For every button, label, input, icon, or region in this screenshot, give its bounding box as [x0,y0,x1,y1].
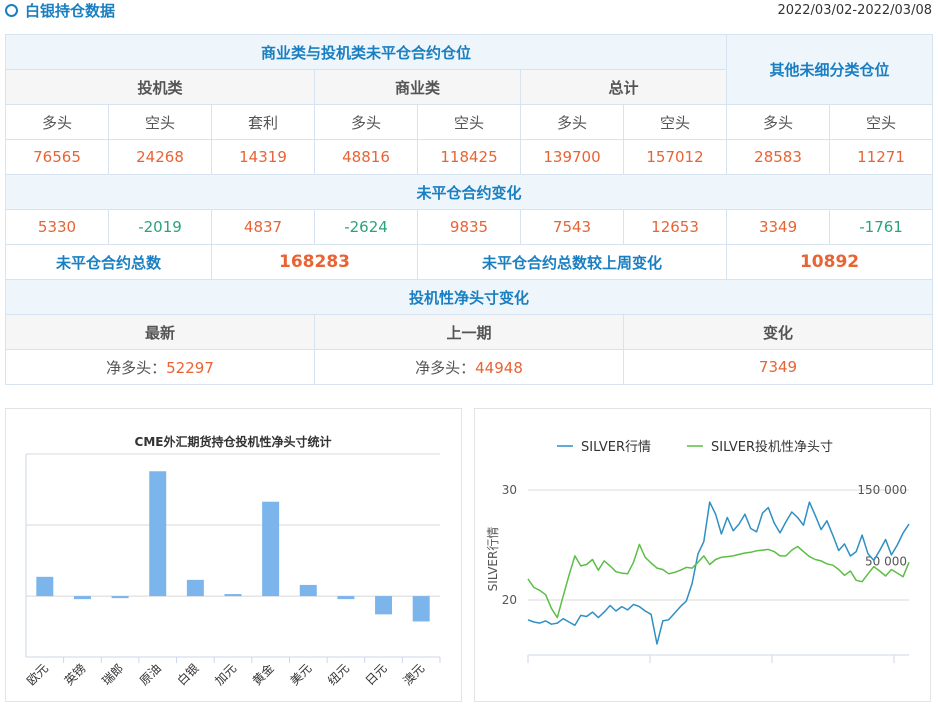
change-value: 4837 [211,209,315,245]
col-header: 多头 [520,104,624,140]
position-value: 11271 [829,139,934,175]
net-latest-cell: 净多头：52297 [5,349,315,385]
position-value: 76565 [5,139,109,175]
change-value: -2019 [108,209,212,245]
bar [73,596,91,600]
change-value: 12653 [622,209,728,245]
position-value: 157012 [622,139,728,175]
x-tick-label: 澳元 [400,661,427,688]
net-title: 投机性净头寸变化 [4,279,934,315]
col-header: 空头 [829,104,934,140]
net-prev-value: 44948 [475,358,523,377]
change-value: -2624 [314,209,418,245]
bar [111,596,129,599]
bar [224,594,242,597]
sub-header-commercial: 商业类 [314,69,521,105]
weekly-change-value: 10892 [726,244,934,280]
net-latest-value: 52297 [166,358,214,377]
x-tick-label: 原油 [137,661,164,688]
weekly-change-label: 未平仓合约总数较上周变化 [416,244,728,280]
bar [375,596,393,615]
table-row: 投机类 商业类 总计 [5,69,933,105]
positions-table: 商业类与投机类未平仓合约仓位 其他未细分类仓位 投机类 商业类 总计 多头 空头… [4,34,934,385]
table-row: 多头 空头 套利 多头 空头 多头 空头 多头 空头 [5,104,934,140]
line-chart-panel: SILVER行情 SILVER投机性净头寸 30 20 150 000 50 000 SIL… [474,408,931,702]
sub-header-speculative: 投机类 [5,69,315,105]
x-tick-label: 日元 [363,661,390,688]
total-label: 未平仓合约总数 [5,244,212,280]
date-range: 2022/03/02-2022/03/08 [777,3,932,18]
position-value: 118425 [417,139,521,175]
series-line [527,543,910,619]
net-change-value: 7349 [622,349,934,385]
position-value: 139700 [520,139,624,175]
other-header: 其他未细分类仓位 [726,34,934,105]
x-tick-label: 欧元 [24,661,51,688]
bar [412,596,430,622]
table-row: 未平仓合约总数 168283 未平仓合约总数较上周变化 10892 [5,244,934,280]
bar-chart-panel: CME外汇期货持仓投机性净头寸统计欧元 英镑 瑞郎 原油 白银 加元 黄金 美元 纽元 日元 澳元 [5,408,462,702]
change-value: 3349 [726,209,831,245]
y-left-tick-label: 20 [502,593,517,607]
x-tick-label: 加元 [212,661,239,688]
x-tick-label: 英镑 [61,661,89,689]
sub-header-total: 总计 [519,69,728,105]
position-value: 14319 [211,139,315,175]
table-row: 未平仓合约变化 [4,174,934,210]
x-tick-label: 黄金 [249,661,277,689]
y-left-tick-label: 30 [502,483,517,497]
y-right-tick-label: 150 000 [857,483,907,497]
net-prev-cell: 净多头：44948 [314,349,624,385]
bar [262,501,280,597]
legend-label: SILVER行情 [581,440,651,455]
col-header: 空头 [417,104,521,140]
bar [299,584,317,597]
change-value: 7543 [520,209,624,245]
x-tick-label: 纽元 [325,661,352,688]
net-prefix: 净多头： [106,358,167,377]
col-header: 多头 [726,104,831,140]
y-axis-title: SILVER行情 [486,527,500,592]
series-line [527,501,910,645]
legend-label: SILVER投机性净头寸 [711,439,833,455]
change-title: 未平仓合约变化 [4,174,934,210]
position-value: 28583 [726,139,831,175]
x-tick-label: 美元 [288,661,315,688]
total-value: 168283 [211,244,418,280]
x-tick-label: 白银 [174,661,202,689]
col-header: 空头 [108,104,212,140]
circle-icon [5,4,18,17]
net-header-change: 变化 [622,314,934,350]
table-row: 投机性净头寸变化 [4,279,934,315]
change-value: -1761 [829,209,934,245]
net-prefix: 净多头： [415,358,476,377]
net-header-prev: 上一期 [314,314,624,350]
page-header: 白银持仓数据 2022/03/02-2022/03/08 [0,0,938,24]
table-row: 净多头：52297 净多头：44948 7349 [5,349,934,385]
x-tick-label: 瑞郎 [99,661,126,688]
bar [36,576,54,597]
table-row: 76565 24268 14319 48816 118425 139700 15… [5,139,934,175]
bar [149,471,167,597]
table-row: 最新 上一期 变化 [5,314,934,350]
table-row: 5330 -2019 4837 -2624 9835 7543 12653 33… [5,209,934,245]
col-header: 多头 [5,104,109,140]
col-header: 多头 [314,104,418,140]
change-value: 9835 [417,209,521,245]
bar [337,596,355,600]
position-value: 48816 [314,139,418,175]
table-row: 商业类与投机类未平仓合约仓位 其他未细分类仓位 [4,34,934,105]
col-header: 套利 [211,104,315,140]
change-value: 5330 [5,209,109,245]
group-header: 商业类与投机类未平仓合约仓位 [4,34,728,70]
chart-title: CME外汇期货持仓投机性净头寸统计 [135,434,332,449]
net-header-latest: 最新 [5,314,315,350]
col-header: 空头 [622,104,728,140]
page-title: 白银持仓数据 [25,2,116,20]
position-value: 24268 [108,139,212,175]
bar [186,579,204,597]
